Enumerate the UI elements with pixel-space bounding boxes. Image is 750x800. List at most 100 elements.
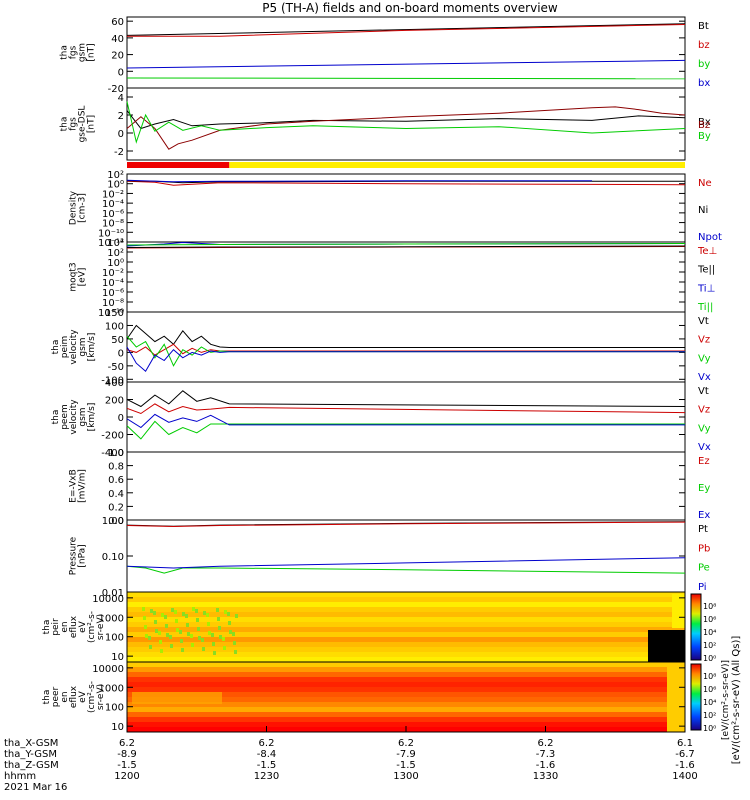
y-axis-label: [nT] — [87, 43, 97, 61]
spectrogram-noise — [166, 633, 169, 637]
spectrogram-band — [667, 662, 685, 732]
y-tick-label: 10000 — [92, 594, 124, 605]
spectrogram-band — [127, 672, 685, 678]
y-axis-label: gsm — [78, 43, 88, 62]
y-axis-label: E=-VxB — [69, 469, 79, 503]
y-axis-label: eflux — [69, 615, 79, 638]
spectrogram-noise — [145, 634, 148, 638]
y-tick-label: 0.01 — [102, 588, 124, 599]
y-axis-label: en — [60, 621, 70, 632]
y-tick-label: 1000 — [99, 613, 124, 624]
y-tick-label: 200 — [105, 396, 124, 407]
footer-hhmm: 1200 — [114, 771, 139, 782]
spectrogram-noise — [196, 618, 199, 622]
y-axis-label: tha — [51, 340, 61, 355]
y-tick-label: 40 — [111, 34, 124, 45]
y-axis-label: [cm-3] — [78, 193, 88, 223]
plot-title: P5 (TH-A) fields and on-board moments ov… — [262, 1, 558, 15]
legend-label: Bx — [698, 117, 711, 128]
y-tick-label: 0.2 — [108, 502, 124, 513]
spectrogram-band — [127, 622, 685, 628]
y-tick-label: 10⁻² — [102, 268, 124, 279]
y-axis-label: [nT] — [87, 115, 97, 133]
colorbar-tick-label: 10² — [703, 711, 716, 720]
y-axis-label: [nPa] — [78, 544, 88, 567]
y-axis-label: [mV/m] — [78, 469, 88, 503]
y-tick-label: -200 — [101, 431, 124, 442]
y-axis-label: moqt3 — [69, 262, 79, 291]
footer-hhmm: 1400 — [672, 771, 697, 782]
colorbar-tick-label: 10⁰ — [703, 724, 716, 733]
panel-frame — [126, 519, 686, 593]
colorbar-peir-spectrogram: 10⁸ 10⁶ 10⁴ 10² 10⁰ — [690, 593, 716, 663]
spectrogram-noise — [150, 609, 153, 613]
legend-label: Ti⊥ — [697, 283, 715, 294]
legend-label: Ne — [698, 178, 712, 189]
footer-x-gsm: 6.2 — [398, 738, 414, 749]
spectrogram-noise — [232, 632, 235, 636]
footer-x-gsm: 6.1 — [677, 738, 693, 749]
colorbar — [690, 663, 702, 731]
spectrogram-noise — [187, 632, 190, 636]
spectrogram-noise — [154, 620, 157, 624]
footer-x-gsm: 6.2 — [119, 738, 135, 749]
spectrogram-band — [132, 692, 222, 704]
panel-mode-bar — [127, 162, 686, 168]
y-tick-label: 0 — [118, 129, 124, 140]
y-axis-label: (cm²-s- — [87, 681, 97, 713]
spectrogram-band — [127, 717, 685, 723]
y-tick-label: 10 — [111, 722, 124, 733]
panel-frame — [126, 241, 686, 313]
y-tick-label: 1.0 — [108, 448, 124, 459]
spectrogram-band — [127, 592, 685, 598]
y-tick-label: 10⁻¹⁰ — [98, 308, 124, 319]
y-axis-label: gsm — [78, 337, 88, 356]
footer-z-gsm: -1.5 — [257, 760, 277, 771]
legend-label: By — [698, 131, 711, 142]
y-tick-label: -100 — [101, 375, 124, 386]
spectrogram-noise — [144, 625, 147, 629]
y-axis-label: gse-DSL — [78, 106, 88, 143]
spectrogram-noise — [212, 642, 215, 646]
y-axis-label: Density — [69, 190, 79, 225]
y-tick-label: 10⁻¹² — [98, 238, 124, 249]
spectrogram-band — [127, 632, 685, 638]
y-axis-label: eflux — [69, 685, 79, 708]
spectrogram-noise — [186, 623, 189, 627]
y-tick-label: 10⁻⁸ — [102, 219, 124, 230]
series-line — [126, 59, 686, 69]
footer-z-gsm: -1.5 — [117, 760, 137, 771]
y-axis-label: Pressure — [69, 536, 79, 575]
y-tick-label: 10² — [107, 170, 124, 181]
legend-label: Ti|| — [697, 302, 713, 313]
footer-x-gsm: 6.2 — [259, 738, 275, 749]
footer-y-gsm: -8.4 — [257, 749, 277, 760]
y-axis-label: peir — [51, 618, 61, 636]
y-axis-label: [km/s] — [87, 403, 97, 432]
spectrogram-noise — [234, 650, 237, 654]
panel-peer-spectrogram: 10000 1000 100 10 tha peer en eflux eV (cm²-s-sr-… — [42, 661, 686, 733]
legend-label: Ey — [698, 483, 710, 494]
spectrogram-band — [127, 682, 685, 688]
colorbar-label: [eV/(cm²-s-sr-eV)] — [721, 660, 731, 740]
y-tick-label: 10⁰ — [107, 180, 124, 191]
y-tick-label: 10⁰ — [107, 258, 124, 269]
spectrogram-noise — [161, 613, 164, 617]
legend-label: Pe — [698, 563, 710, 574]
y-tick-label: 0 — [118, 348, 124, 359]
colorbar-tick-label: 10⁴ — [703, 628, 716, 637]
y-axis-label: sr-eV) — [96, 684, 106, 710]
panel-frame — [126, 451, 686, 521]
spectrogram-noise — [198, 636, 201, 640]
spectrogram-band — [127, 707, 685, 713]
y-tick-label: 10 — [111, 652, 124, 663]
spectrogram-noise — [165, 624, 168, 628]
y-axis-label: (cm²-s- — [87, 611, 97, 643]
spectrogram-noise — [223, 646, 226, 650]
y-axis-label: eV — [78, 690, 88, 703]
series-line — [126, 343, 685, 356]
spectrogram-noise — [142, 607, 145, 611]
